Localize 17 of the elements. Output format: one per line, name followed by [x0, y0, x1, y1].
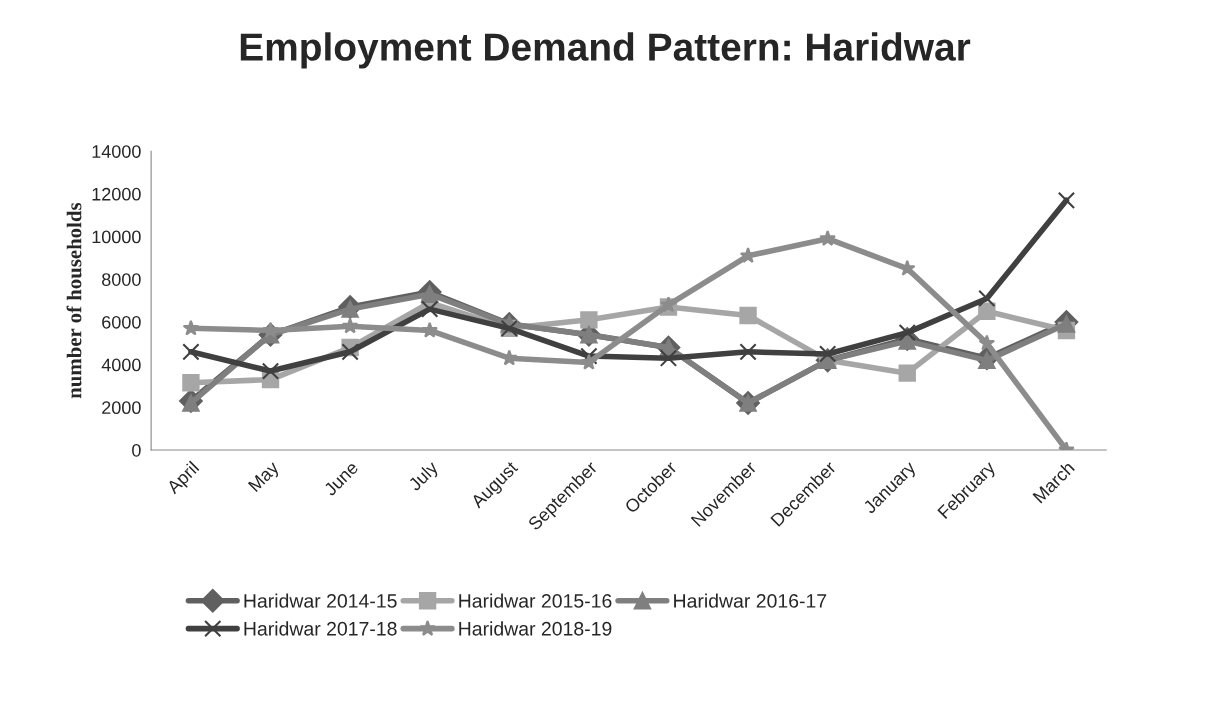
- chart-title: Employment Demand Pattern: Haridwar: [240, 32, 971, 69]
- legend-label: Haridwar 2017-18: [244, 621, 397, 636]
- y-tick-label: 8000: [102, 273, 141, 286]
- legend-label: Haridwar 2016-17: [674, 593, 827, 608]
- y-tick-label: 4000: [101, 358, 141, 372]
- x-tick-label: May: [247, 460, 283, 495]
- y-tick-label: 12000: [92, 187, 141, 201]
- y-axis-title: number of households: [66, 202, 82, 399]
- y-tick-label: 14000: [92, 145, 141, 158]
- legend-label: Haridwar 2018-19: [459, 621, 612, 636]
- legend-label: Haridwar 2015-16: [459, 593, 612, 608]
- legend-label: Haridwar 2014-15: [244, 593, 397, 608]
- y-tick-label: 2000: [102, 401, 141, 415]
- y-tick-label: 6000: [102, 315, 141, 329]
- y-tick-label: 10000: [92, 230, 141, 244]
- x-tick-label: July: [407, 459, 442, 495]
- y-tick-label: 0: [132, 443, 141, 457]
